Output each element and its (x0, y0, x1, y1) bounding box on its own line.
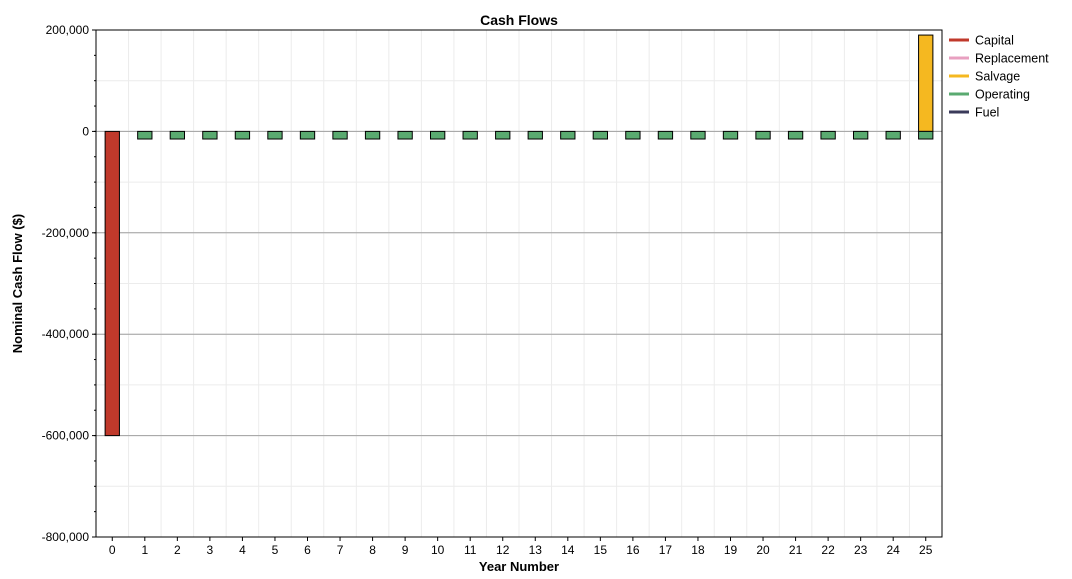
x-tick-label: 25 (919, 543, 933, 557)
bar-operating-year-14 (560, 130, 576, 140)
bar-operating-year-19 (722, 130, 739, 140)
x-tick-label: 18 (691, 543, 705, 557)
legend-label-replacement: Replacement (975, 52, 1049, 66)
y-tick-label: 200,000 (46, 23, 90, 37)
bar-operating-year-5 (267, 130, 283, 140)
x-tick-label: 5 (272, 543, 279, 557)
bar-operating-year-15 (592, 130, 609, 140)
bar-operating-year-4 (234, 130, 251, 140)
x-tick-label: 2 (174, 543, 181, 557)
x-tick-label: 6 (304, 543, 311, 557)
x-tick-label: 19 (724, 543, 738, 557)
x-tick-label: 13 (529, 543, 543, 557)
legend-label-salvage: Salvage (975, 70, 1020, 84)
y-axis-title: Nominal Cash Flow ($) (10, 214, 25, 353)
bar-operating-year-11 (462, 130, 478, 140)
y-tick-label: -200,000 (42, 226, 90, 240)
bar-operating-year-17 (657, 130, 674, 140)
legend-label-operating: Operating (975, 88, 1030, 102)
bar-operating-year-9 (397, 130, 413, 140)
bar-operating-year-10 (429, 130, 446, 140)
legend-label-capital: Capital (975, 34, 1014, 48)
y-tick-label: -600,000 (42, 429, 90, 443)
x-tick-label: 15 (594, 543, 608, 557)
bar-operating-year-3 (202, 130, 218, 140)
x-tick-label: 21 (789, 543, 803, 557)
bar-operating-year-13 (527, 130, 543, 140)
bar-operating-year-6 (299, 130, 316, 140)
y-tick-label: -800,000 (42, 530, 90, 544)
legend: Capital Replacement Salvage Operating Fuel (949, 34, 1049, 120)
x-tick-label: 0 (109, 543, 116, 557)
x-tick-label: 14 (561, 543, 575, 557)
bar-capital-year-0 (104, 130, 120, 437)
x-tick-label: 11 (464, 543, 477, 557)
bar-operating-year-1 (137, 130, 153, 140)
x-tick-label: 9 (402, 543, 409, 557)
bar-operating-year-12 (495, 130, 511, 140)
chart-title: Cash Flows (480, 12, 558, 28)
x-tick-label: 24 (887, 543, 901, 557)
y-tick-label: 0 (82, 124, 89, 138)
legend-label-fuel: Fuel (975, 106, 999, 120)
bar-operating-year-16 (625, 130, 641, 140)
bar-operating-year-18 (690, 130, 706, 140)
x-tick-label: 1 (141, 543, 148, 557)
x-tick-label: 8 (369, 543, 376, 557)
bar-operating-year-23 (852, 130, 869, 140)
x-tick-label: 23 (854, 543, 868, 557)
bar-operating-year-24 (885, 130, 901, 140)
bar-operating-year-25 (918, 130, 934, 140)
bars (104, 34, 934, 437)
x-tick-label: 10 (431, 543, 445, 557)
bar-operating-year-8 (364, 130, 381, 140)
x-tick-label: 4 (239, 543, 246, 557)
x-tick-label: 7 (337, 543, 344, 557)
x-tick-label: 16 (626, 543, 640, 557)
x-tick-label: 22 (821, 543, 835, 557)
axis-ticks: 200,000 0 -200,000 -400,000 -600,000 -800,000… (42, 23, 933, 557)
grid (96, 29, 942, 538)
x-tick-label: 12 (496, 543, 510, 557)
bar-operating-year-21 (787, 130, 804, 140)
bar-operating-year-20 (755, 130, 771, 140)
x-axis-title: Year Number (479, 559, 559, 574)
x-tick-label: 17 (659, 543, 673, 557)
y-tick-label: -400,000 (42, 327, 90, 341)
bar-operating-year-2 (169, 130, 186, 140)
x-tick-label: 20 (756, 543, 770, 557)
bar-salvage-year-25 (918, 34, 934, 132)
bar-operating-year-7 (332, 130, 348, 140)
bar-operating-year-22 (820, 130, 836, 140)
x-tick-label: 3 (207, 543, 214, 557)
